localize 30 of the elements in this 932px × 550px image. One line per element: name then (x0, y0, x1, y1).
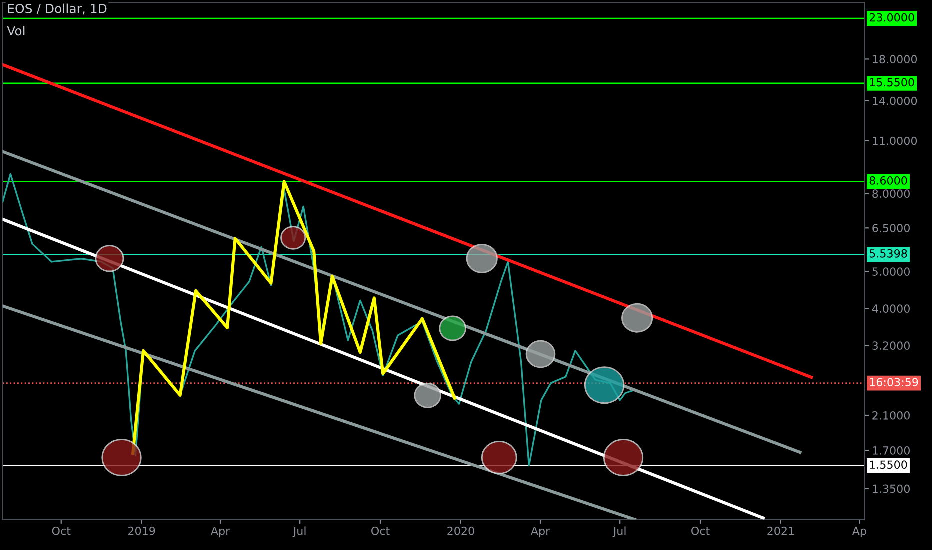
ref-line-label: 5.5398 (870, 249, 908, 258)
x-tick-label: Oct (692, 526, 710, 536)
ref-line-label: 8.6000 (870, 176, 908, 185)
x-tick-label: Apr (530, 527, 550, 538)
y-tick-label: 5.0000 (872, 268, 910, 276)
x-tick-label: 2019 (128, 526, 156, 536)
ref-line-label: 23.0000 (870, 13, 914, 22)
annotation: Vol (7, 26, 25, 36)
y-tick-label: 14.0000 (873, 96, 918, 106)
x-tick-label: 2021 (768, 526, 794, 536)
chart-title: EOS / Dollar, 1D (8, 4, 107, 15)
x-tick-label: Oct (372, 526, 390, 536)
x-tick-label: Oct (52, 526, 71, 536)
ref-line-label: 15.5500 (870, 78, 914, 87)
ref-line-label: 1.5500 (870, 460, 908, 470)
x-tick-label: Apr (210, 527, 230, 538)
y-tick-label: 8.0000 (872, 190, 910, 198)
y-tick-label: 18.0000 (873, 55, 918, 64)
y-tick-label: 3.2000 (872, 342, 910, 350)
x-tick-label: 2020 (448, 526, 474, 536)
y-tick-label: 11.0000 (873, 136, 918, 146)
y-tick-label: 1.3500 (873, 484, 910, 494)
y-tick-label: 6.5000 (872, 224, 910, 233)
y-tick-label: 2.1000 (872, 411, 910, 420)
ref-line-label: 16:03:59 (870, 378, 918, 387)
x-tick-label: Ap (852, 527, 866, 538)
y-tick-label: 1.7000 (873, 446, 910, 455)
x-tick-label: Jul (292, 526, 306, 538)
x-tick-label: Jul (612, 526, 626, 538)
y-tick-label: 4.0000 (872, 304, 910, 314)
